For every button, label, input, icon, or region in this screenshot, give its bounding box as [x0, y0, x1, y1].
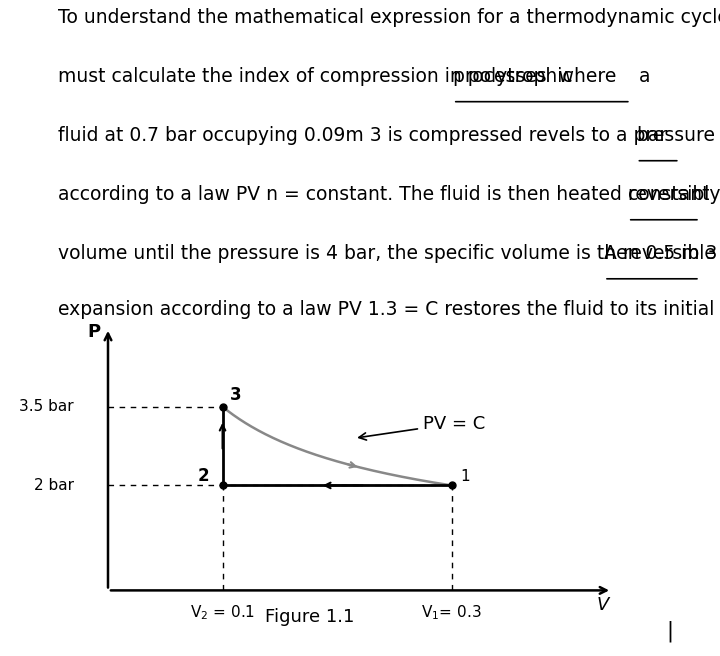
Text: Figure 1.1: Figure 1.1 [265, 608, 354, 626]
Text: 3.5 bar: 3.5 bar [19, 400, 73, 414]
Text: V$_2$ = 0.1: V$_2$ = 0.1 [190, 603, 255, 622]
Text: 2: 2 [197, 467, 209, 485]
Text: processes  where: processes where [453, 67, 616, 86]
Text: a: a [633, 67, 650, 86]
Text: fluid at 0.7 bar occupying 0.09m 3 is compressed revels to a pressure of 3.5: fluid at 0.7 bar occupying 0.09m 3 is co… [58, 126, 720, 145]
Text: according to a law PV n = constant. The fluid is then heated reversibly at the: according to a law PV n = constant. The … [58, 185, 720, 204]
Text: P: P [88, 323, 101, 341]
Text: 2 bar: 2 bar [34, 478, 73, 493]
Text: V$_1$= 0.3: V$_1$= 0.3 [421, 603, 482, 622]
Text: 1: 1 [461, 469, 470, 484]
Text: volume until the pressure is 4 bar, the specific volume is then 0.5 m 3 /kg.: volume until the pressure is 4 bar, the … [58, 244, 720, 263]
Text: 3: 3 [230, 386, 241, 404]
Text: To understand the mathematical expression for a thermodynamic cycle you: To understand the mathematical expressio… [58, 8, 720, 27]
Text: must calculate the index of compression in polytrophic: must calculate the index of compression … [58, 67, 578, 86]
Text: V: V [597, 596, 609, 614]
Text: constant: constant [628, 185, 709, 204]
Text: expansion according to a law PV 1.3 = C restores the fluid to its initial state.: expansion according to a law PV 1.3 = C … [58, 300, 720, 319]
Text: bar: bar [636, 126, 667, 145]
Text: PV = C: PV = C [359, 415, 485, 440]
Text: A reversible: A reversible [604, 244, 716, 263]
Text: |: | [666, 621, 673, 642]
